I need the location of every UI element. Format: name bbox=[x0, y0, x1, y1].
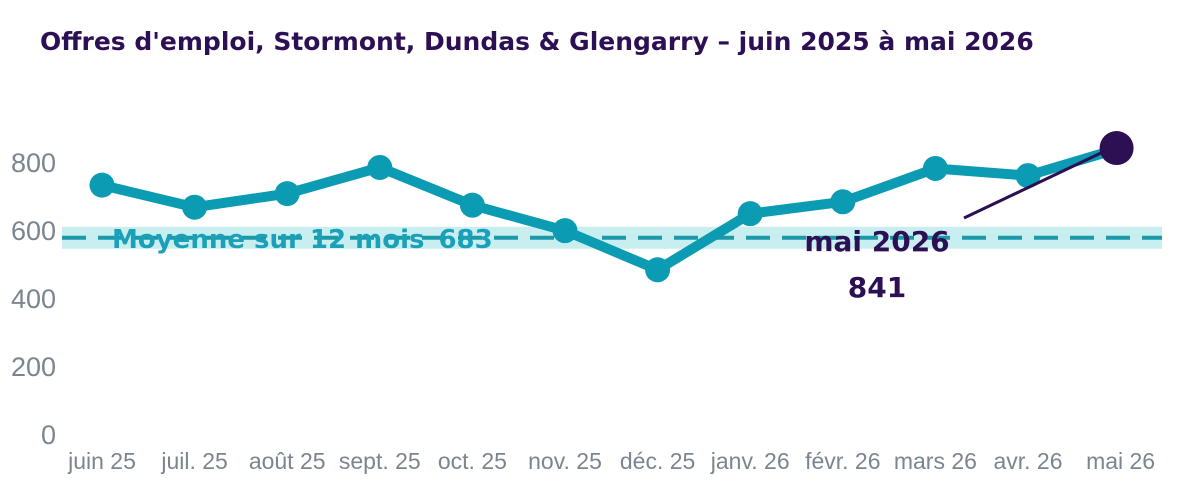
y-tick-label: 400 bbox=[11, 284, 56, 314]
data-point bbox=[552, 218, 578, 244]
data-point bbox=[645, 257, 671, 283]
x-tick-label: mai 26 bbox=[1086, 448, 1155, 474]
x-tick-label: déc. 25 bbox=[620, 448, 695, 474]
y-tick-label: 200 bbox=[11, 352, 56, 382]
annotation-value: 841 bbox=[848, 271, 906, 304]
data-point bbox=[89, 172, 115, 198]
data-point bbox=[737, 201, 763, 227]
x-tick-label: août 25 bbox=[249, 448, 326, 474]
highlight-point bbox=[1099, 131, 1134, 166]
y-tick-label: 600 bbox=[11, 216, 56, 246]
data-point bbox=[830, 189, 856, 215]
data-point bbox=[274, 181, 300, 207]
series-line-group bbox=[89, 143, 1126, 283]
x-axis: juin 25 juil. 25 août 25 sept. 25 oct. 25 nov… bbox=[67, 448, 1155, 474]
chart-title: Offres d'emploi, Stormont, Dundas & Glen… bbox=[40, 27, 1034, 56]
average-label: Moyenne sur 12 mois 683 bbox=[112, 225, 493, 255]
annotation-leader-line bbox=[963, 150, 1104, 220]
y-axis: 0 200 400 600 800 bbox=[11, 148, 56, 450]
data-point bbox=[459, 192, 485, 218]
x-tick-label: janv. 26 bbox=[710, 448, 790, 474]
x-tick-label: avr. 26 bbox=[993, 448, 1062, 474]
data-point bbox=[922, 155, 948, 181]
y-tick-label: 800 bbox=[11, 148, 56, 178]
x-tick-label: mars 26 bbox=[894, 448, 977, 474]
data-point bbox=[367, 154, 393, 180]
x-tick-label: nov. 25 bbox=[528, 448, 602, 474]
y-tick-label: 0 bbox=[41, 420, 56, 450]
data-point bbox=[182, 194, 208, 220]
x-tick-label: févr. 26 bbox=[805, 448, 880, 474]
annotation-group: mai 2026 841 bbox=[804, 131, 1134, 304]
average-line-group: Moyenne sur 12 mois 683 bbox=[62, 225, 1162, 255]
x-tick-label: sept. 25 bbox=[339, 448, 421, 474]
annotation-period: mai 2026 bbox=[804, 225, 949, 258]
average-value: 683 bbox=[438, 225, 492, 255]
x-tick-label: oct. 25 bbox=[438, 448, 507, 474]
x-tick-label: juin 25 bbox=[67, 448, 136, 474]
data-point bbox=[1015, 163, 1041, 189]
x-tick-label: juil. 25 bbox=[160, 448, 227, 474]
series-line bbox=[97, 143, 1126, 275]
average-label-text: Moyenne sur 12 mois bbox=[112, 225, 424, 255]
